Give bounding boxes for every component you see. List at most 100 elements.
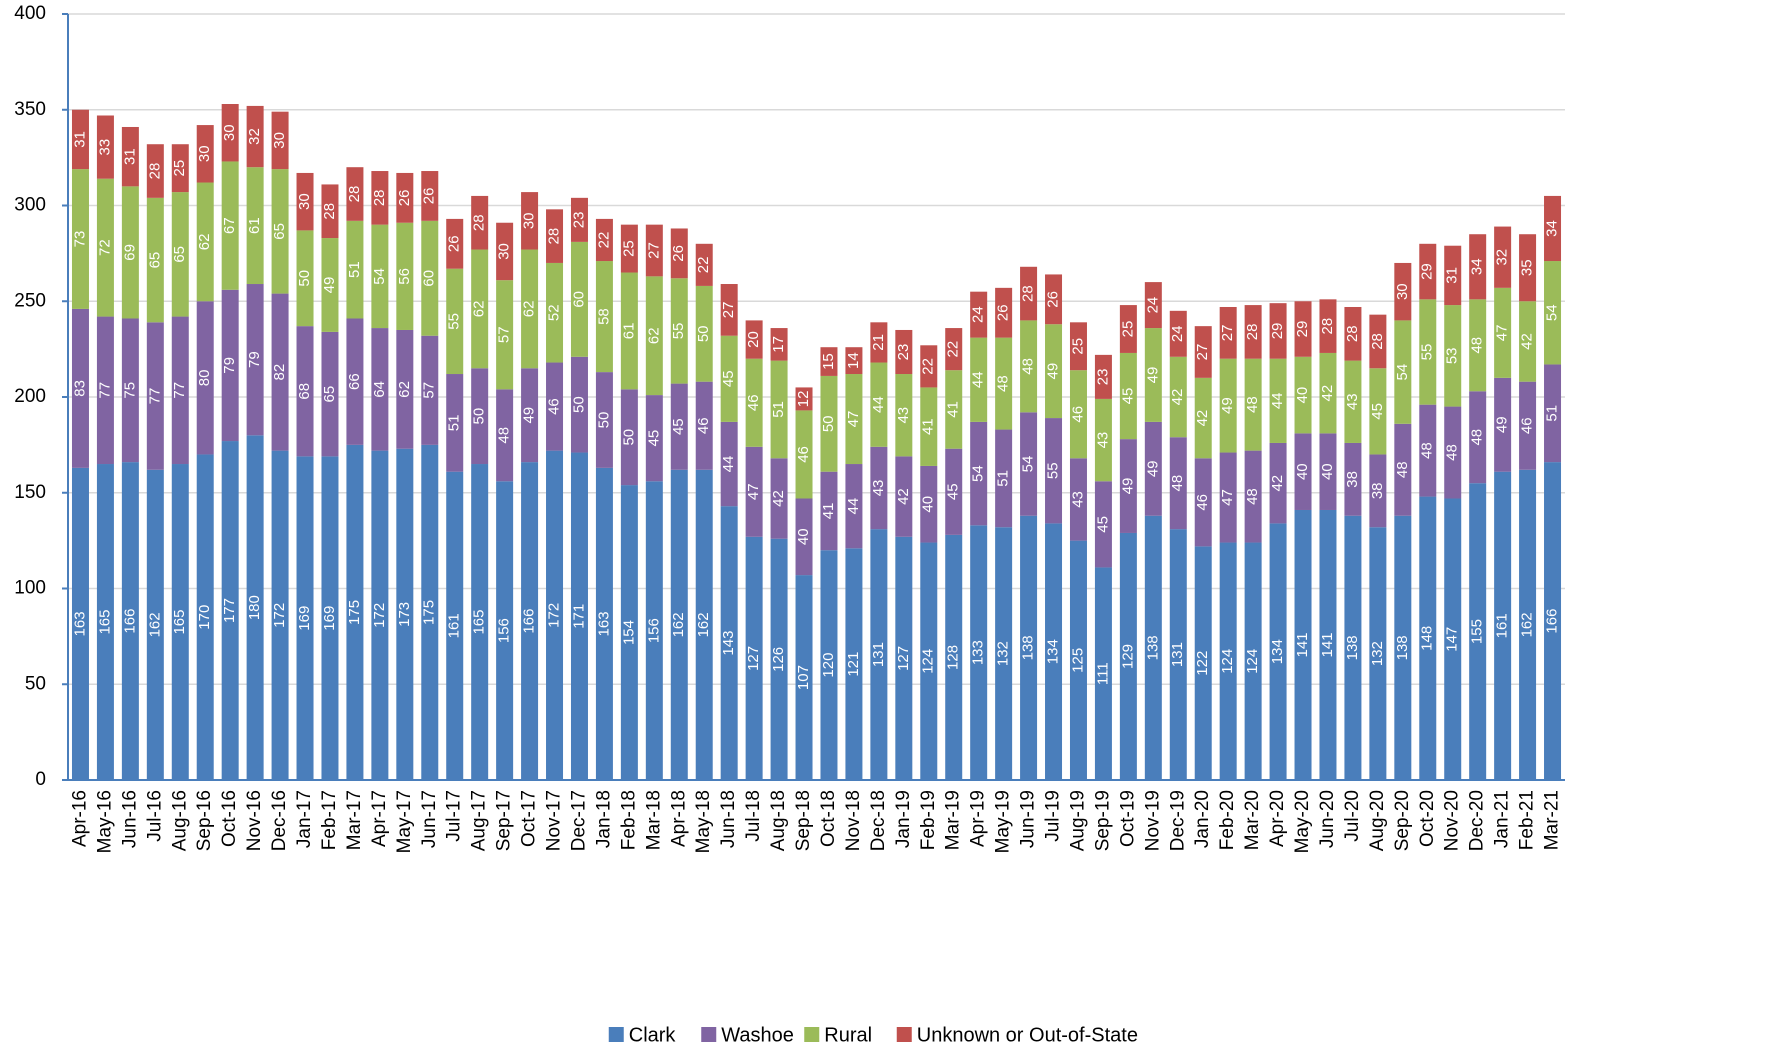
bar-segment (820, 347, 838, 376)
value-label: 48 (1020, 358, 1037, 375)
value-label: 48 (1469, 429, 1486, 446)
x-tick-label: Apr-20 (1267, 790, 1288, 847)
bar-segment (196, 454, 214, 780)
value-label: 24 (1169, 325, 1186, 342)
bar-segment (71, 169, 89, 309)
value-label: 127 (745, 646, 762, 671)
value-label: 61 (246, 217, 263, 234)
bar-segment (121, 318, 139, 463)
value-label: 141 (1319, 632, 1336, 657)
value-label: 48 (1469, 337, 1486, 354)
legend-swatch (804, 1027, 820, 1042)
value-label: 30 (196, 145, 213, 162)
value-label: 55 (446, 313, 463, 330)
bar-segment (1544, 364, 1562, 463)
bar-segment (421, 171, 439, 221)
value-label: 138 (1144, 635, 1161, 660)
value-label: 23 (895, 344, 912, 361)
bar-segment (446, 374, 464, 472)
value-label: 41 (920, 418, 937, 435)
value-label: 28 (371, 189, 388, 206)
value-label: 31 (1444, 267, 1461, 284)
value-label: 44 (1269, 392, 1286, 409)
bar-segment (1469, 391, 1487, 484)
bar-segment (945, 448, 963, 535)
bar-segment (1519, 234, 1537, 302)
bar-segment (1119, 352, 1137, 440)
bar-segment (1045, 523, 1063, 780)
x-tick-label: Oct-18 (818, 790, 839, 847)
bar-segment (296, 456, 314, 780)
value-label: 28 (346, 186, 363, 203)
value-label: 50 (570, 396, 587, 413)
x-tick-label: Nov-16 (244, 790, 265, 851)
value-label: 48 (1419, 442, 1436, 459)
bar-segment (371, 450, 389, 780)
value-label: 65 (171, 246, 188, 263)
bar-segment (770, 360, 788, 459)
bar-segment (1119, 305, 1137, 353)
value-label: 46 (695, 417, 712, 434)
x-tick-label: Aug-16 (169, 790, 190, 851)
value-label: 45 (1369, 403, 1386, 420)
value-label: 26 (421, 188, 438, 205)
bar-segment (695, 285, 713, 382)
value-label: 57 (496, 326, 513, 343)
bar-segment (1394, 515, 1412, 780)
value-label: 43 (1344, 393, 1361, 410)
value-label: 107 (795, 665, 812, 690)
y-tick-label: 200 (14, 386, 46, 407)
bar-segment (870, 322, 888, 363)
legend-label: Rural (824, 1024, 872, 1046)
bar-segment (1294, 356, 1312, 434)
value-label: 173 (396, 602, 413, 627)
bar-segment (895, 329, 913, 375)
value-label: 40 (1294, 463, 1311, 480)
value-label: 127 (895, 646, 912, 671)
bar-segment (1544, 195, 1562, 262)
value-label: 15 (820, 353, 837, 370)
value-label: 60 (570, 291, 587, 308)
bar-segment (870, 446, 888, 530)
bar-segment (1294, 509, 1312, 780)
bar-segment (521, 462, 539, 780)
bar-segment (346, 318, 364, 445)
value-label: 128 (945, 645, 962, 670)
bar-segment (870, 362, 888, 447)
value-label: 46 (1194, 494, 1211, 511)
value-label: 25 (1119, 321, 1136, 338)
x-tick-label: May-17 (394, 790, 415, 853)
value-label: 32 (1494, 249, 1511, 266)
bar-segment (1244, 358, 1262, 451)
value-label: 44 (870, 396, 887, 413)
value-label: 49 (1144, 367, 1161, 384)
value-label: 51 (446, 415, 463, 432)
x-tick-label: Oct-20 (1417, 790, 1438, 847)
legend-label: Washoe (721, 1024, 794, 1046)
bar-segment (1519, 301, 1537, 382)
value-label: 45 (670, 418, 687, 435)
value-label: 138 (1394, 635, 1411, 660)
bar-segment (1269, 523, 1287, 780)
bar-segment (945, 328, 963, 371)
bar-segment (595, 372, 613, 468)
bar-segment (146, 322, 164, 470)
bar-segment (321, 238, 339, 332)
bar-segment (845, 464, 863, 549)
bar-segment (196, 182, 214, 302)
bar-segment (1319, 509, 1337, 780)
bar-segment (970, 337, 988, 422)
bar-segment (995, 429, 1013, 528)
value-label: 54 (371, 268, 388, 285)
value-label: 38 (1369, 482, 1386, 499)
value-label: 77 (96, 382, 113, 399)
value-label: 41 (820, 503, 837, 520)
bar-segment (146, 197, 164, 323)
bar-segment (1244, 542, 1262, 780)
bar-segment (371, 328, 389, 451)
bar-segment (421, 335, 439, 445)
value-label: 67 (221, 217, 238, 234)
value-label: 48 (1244, 488, 1261, 505)
bar-segment (246, 284, 264, 436)
